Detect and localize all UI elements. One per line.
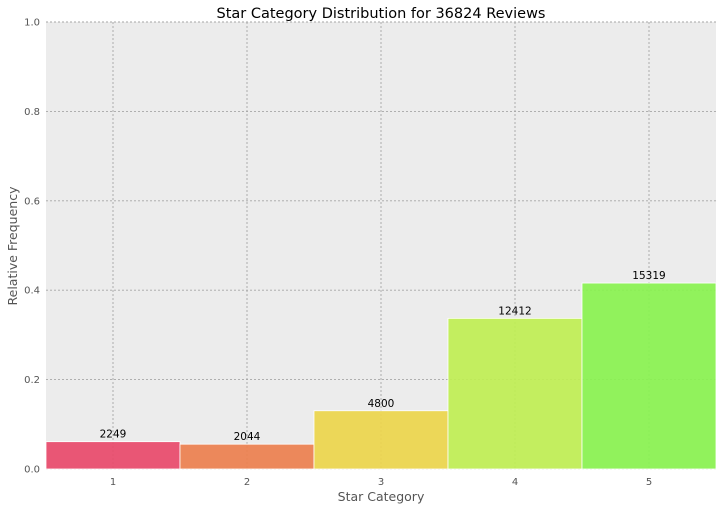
bar-3	[313, 410, 449, 470]
x-tick-label: 3	[378, 477, 384, 488]
x-tick-label: 4	[512, 477, 518, 488]
bar-4	[447, 317, 583, 470]
bars	[45, 282, 717, 470]
data-label-1: 2249	[100, 429, 127, 441]
bar-1	[45, 441, 181, 470]
x-tick-label: 2	[244, 477, 250, 488]
chart-title: Star Category Distribution for 36824 Rev…	[217, 6, 546, 22]
x-axis-label: Star Category	[338, 489, 425, 504]
data-label-5: 15319	[632, 270, 665, 282]
y-tick-label: 1.0	[24, 18, 40, 29]
x-tick-label: 1	[110, 477, 116, 488]
data-labels: 2249 2044 4800 12412 15319	[100, 270, 666, 443]
y-tick-label: 0.6	[24, 196, 40, 207]
bar-2	[179, 443, 315, 470]
y-tick-label: 0.0	[24, 465, 40, 476]
y-tick-label: 0.8	[24, 107, 40, 118]
bar-5	[581, 282, 717, 470]
y-tick-label: 0.2	[24, 375, 40, 386]
y-tick-labels: 0.0 0.2 0.4 0.6 0.8 1.0	[24, 18, 40, 476]
x-tick-label: 5	[646, 477, 652, 488]
y-tick-label: 0.4	[24, 286, 40, 297]
data-label-4: 12412	[498, 305, 531, 317]
y-axis-label: Relative Frequency	[5, 186, 20, 306]
data-label-3: 4800	[368, 398, 395, 410]
data-label-2: 2044	[234, 431, 261, 443]
x-tick-labels: 1 2 3 4 5	[110, 477, 652, 488]
